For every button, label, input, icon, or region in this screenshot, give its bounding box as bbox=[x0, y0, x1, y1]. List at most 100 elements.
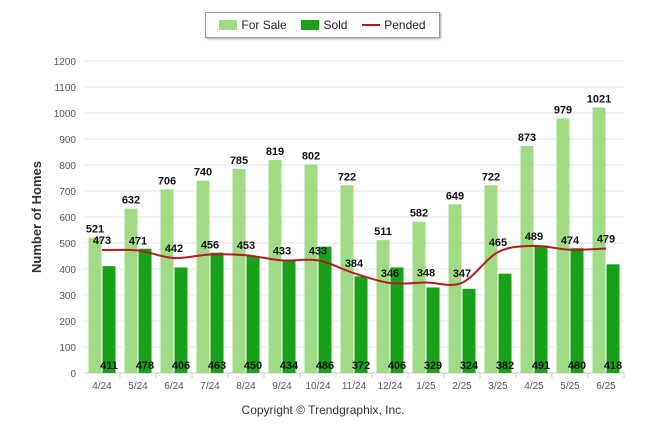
sold-bar bbox=[102, 266, 116, 373]
for-sale-bar bbox=[196, 180, 210, 373]
for-sale-value-label: 979 bbox=[554, 104, 572, 116]
for-sale-bar bbox=[412, 221, 426, 373]
pended-value-label: 433 bbox=[309, 245, 327, 257]
sold-value-label: 491 bbox=[532, 360, 550, 372]
sold-bar bbox=[426, 287, 440, 373]
sold-value-label: 406 bbox=[172, 360, 190, 372]
x-tick-label: 7/24 bbox=[200, 381, 220, 392]
x-tick-label: 6/24 bbox=[164, 381, 184, 392]
x-tick-label: 6/25 bbox=[596, 381, 616, 392]
pended-value-label: 453 bbox=[237, 240, 255, 252]
x-axis-ticks: 4/24 5/24 6/24 7/24 8/24 9/24 10/24 11/24 12/24 1… bbox=[92, 373, 625, 392]
x-tick-label: 5/24 bbox=[128, 381, 148, 392]
sold-value-label: 382 bbox=[496, 360, 514, 372]
y-tick-label: 200 bbox=[59, 317, 76, 328]
legend-item-pended: Pended bbox=[362, 18, 426, 32]
for-sale-value-label: 819 bbox=[266, 146, 284, 158]
pended-line bbox=[101, 244, 607, 286]
sold-value-label: 486 bbox=[316, 360, 334, 372]
sold-bar bbox=[246, 256, 260, 373]
for-sale-bar bbox=[160, 189, 174, 373]
x-tick-label: 4/24 bbox=[92, 381, 112, 392]
pended-value-label: 348 bbox=[417, 268, 435, 280]
x-tick-label: 10/24 bbox=[305, 381, 330, 392]
legend-label-sold: Sold bbox=[323, 18, 348, 32]
pended-swatch bbox=[362, 24, 381, 26]
sold-bar bbox=[534, 245, 548, 373]
y-axis-title: Number of Homes bbox=[29, 161, 44, 273]
pended-value-label: 474 bbox=[561, 235, 580, 247]
pended-value-label: 465 bbox=[489, 237, 507, 249]
for-sale-value-label: 521 bbox=[86, 224, 104, 236]
for-sale-value-label: 582 bbox=[410, 208, 428, 220]
for-sale-value-label: 1021 bbox=[587, 94, 611, 106]
pended-value-label: 489 bbox=[525, 231, 543, 243]
y-tick-label: 500 bbox=[59, 239, 76, 250]
y-tick-label: 300 bbox=[59, 291, 76, 302]
sold-value-label: 411 bbox=[100, 360, 118, 372]
sold-swatch bbox=[301, 20, 320, 30]
sold-bar bbox=[354, 276, 368, 373]
legend-label-pended: Pended bbox=[384, 18, 426, 32]
y-tick-label: 600 bbox=[59, 213, 76, 224]
x-tick-label: 5/25 bbox=[560, 381, 580, 392]
for-sale-bar bbox=[520, 146, 534, 373]
sold-bar bbox=[462, 288, 476, 373]
for-sale-value-label: 649 bbox=[446, 190, 464, 202]
y-axis-ticks: 0 100 200 300 400 500 600 700 800 900 1000 1100 1200 bbox=[54, 57, 77, 380]
for-sale-value-label: 873 bbox=[518, 132, 536, 144]
chart-legend: For Sale Sold Pended bbox=[205, 12, 440, 38]
for-sale-value-label: 785 bbox=[230, 155, 248, 167]
pended-value-label: 346 bbox=[381, 268, 399, 280]
sold-bar bbox=[138, 248, 152, 373]
sold-value-label: 324 bbox=[460, 360, 479, 372]
pended-value-label: 456 bbox=[201, 239, 219, 251]
legend-label-for-sale: For Sale bbox=[241, 18, 287, 32]
for-sale-value-label: 632 bbox=[122, 195, 140, 207]
bar-series bbox=[88, 107, 620, 374]
for-sale-bar bbox=[376, 240, 390, 373]
for-sale-value-label: 511 bbox=[374, 226, 392, 238]
sold-bar bbox=[498, 273, 512, 373]
pended-value-label: 442 bbox=[165, 243, 183, 255]
sold-bar bbox=[390, 267, 404, 373]
y-tick-label: 100 bbox=[59, 343, 76, 354]
sold-value-label: 434 bbox=[280, 360, 299, 372]
data-labels: 521 411 632 478 706 406 740 463 785 450 819 434 802 4… bbox=[86, 94, 622, 372]
y-tick-label: 400 bbox=[59, 265, 76, 276]
y-tick-label: 0 bbox=[70, 369, 76, 380]
for-sale-bar bbox=[268, 160, 282, 373]
pended-value-label: 473 bbox=[93, 235, 111, 247]
y-tick-label: 1100 bbox=[54, 83, 76, 94]
y-tick-label: 1000 bbox=[54, 109, 77, 120]
sold-value-label: 418 bbox=[604, 360, 622, 372]
legend-item-sold: Sold bbox=[301, 18, 347, 32]
x-tick-label: 2/25 bbox=[452, 381, 472, 392]
sold-bar bbox=[570, 248, 584, 373]
for-sale-swatch bbox=[219, 20, 238, 30]
x-tick-label: 9/24 bbox=[272, 381, 292, 392]
sold-value-label: 450 bbox=[244, 360, 262, 372]
for-sale-value-label: 722 bbox=[338, 171, 356, 183]
x-tick-label: 1/25 bbox=[416, 381, 436, 392]
pended-value-label: 384 bbox=[345, 258, 364, 270]
sold-value-label: 372 bbox=[352, 360, 370, 372]
sold-value-label: 329 bbox=[424, 360, 442, 372]
for-sale-bar bbox=[484, 185, 498, 373]
y-tick-label: 700 bbox=[59, 187, 76, 198]
sold-value-label: 478 bbox=[136, 360, 154, 372]
legend-item-for-sale: For Sale bbox=[219, 18, 287, 32]
pended-value-label: 347 bbox=[453, 268, 471, 280]
x-tick-label: 3/25 bbox=[488, 381, 508, 392]
sold-bar bbox=[210, 252, 224, 373]
sold-bar bbox=[282, 260, 296, 373]
for-sale-bar bbox=[124, 208, 138, 373]
for-sale-bar bbox=[88, 237, 102, 373]
y-tick-label: 900 bbox=[59, 135, 76, 146]
x-tick-label: 12/24 bbox=[377, 381, 402, 392]
sold-bar bbox=[606, 264, 620, 373]
sold-value-label: 406 bbox=[388, 360, 406, 372]
pended-value-label: 433 bbox=[273, 245, 291, 257]
pended-value-label: 471 bbox=[129, 236, 147, 248]
for-sale-bar bbox=[592, 107, 606, 373]
